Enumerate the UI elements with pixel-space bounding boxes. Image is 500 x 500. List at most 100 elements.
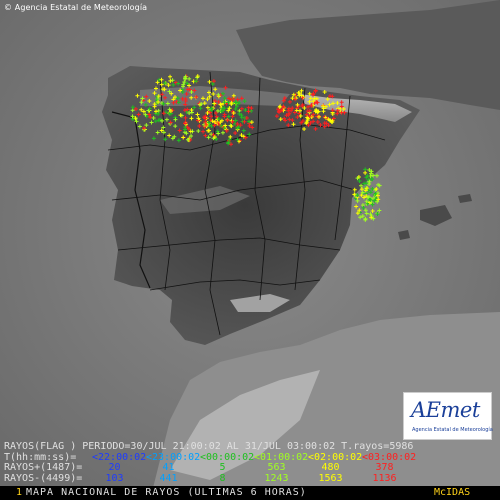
lightning-strike: [361, 205, 366, 210]
lightning-strike: [286, 108, 291, 113]
lightning-strike: [308, 120, 313, 125]
lightning-strike: [212, 101, 217, 106]
lightning-strike: [209, 114, 214, 119]
lightning-strike: [279, 108, 284, 113]
lightning-strike: [130, 105, 135, 110]
lightning-strike: [292, 110, 297, 115]
lightning-strike: [375, 211, 380, 216]
lightning-strike: [216, 92, 221, 97]
lightning-strike: [226, 114, 231, 119]
lightning-strike: [206, 128, 211, 133]
lightning-strike: [144, 94, 149, 99]
lightning-strike: [230, 119, 235, 124]
lightning-strike: [143, 102, 148, 107]
lightning-strike: [360, 190, 365, 195]
lightning-strike: [159, 82, 164, 87]
lightning-strike: [311, 119, 316, 124]
lightning-strike: [141, 109, 146, 114]
lightning-strike: [192, 105, 197, 110]
lightning-strike: [164, 117, 169, 122]
lightning-strike: [206, 120, 211, 125]
lightning-strike: [276, 107, 281, 112]
lightning-strike: [370, 186, 375, 191]
lightning-strike: [246, 109, 251, 114]
lightning-strike: [139, 107, 144, 112]
lightning-strike: [159, 77, 164, 82]
lightning-strike: [368, 212, 373, 217]
lightning-strike: [239, 106, 244, 111]
negative-count-1: 103: [105, 472, 124, 484]
lightning-strike: [173, 80, 178, 85]
lightning-strike: [371, 173, 376, 178]
lightning-strike: [342, 110, 347, 115]
ibiza: [398, 230, 410, 240]
lightning-strike: [183, 127, 188, 132]
lightning-strike: [287, 117, 292, 122]
lightning-strike: [299, 88, 304, 93]
lightning-strike: [283, 118, 288, 123]
lightning-strike: [184, 92, 189, 97]
lightning-strike: [185, 137, 190, 142]
lightning-strike: [278, 117, 283, 122]
lightning-strike: [136, 112, 141, 117]
lightning-strike: [295, 102, 300, 107]
lightning-strike: [181, 82, 186, 87]
frame-number: 1: [16, 487, 23, 498]
lightning-strike: [147, 112, 152, 117]
lightning-strike: [183, 121, 188, 126]
lightning-strike: [152, 104, 157, 109]
lightning-strike: [185, 107, 190, 112]
lightning-strike: [173, 117, 178, 122]
lightning-strike: [330, 94, 335, 99]
lightning-strike: [307, 91, 312, 96]
lightning-strike: [246, 105, 251, 110]
lightning-strike: [185, 87, 190, 92]
lightning-strike: [213, 111, 218, 116]
lightning-strike: [163, 81, 168, 86]
lightning-strike: [297, 111, 302, 116]
atlas-range: [170, 370, 320, 480]
lightning-strike: [205, 97, 210, 102]
lightning-strike: [339, 109, 344, 114]
lightning-strike: [370, 202, 375, 207]
lightning-strike: [366, 177, 371, 182]
lightning-strike: [235, 121, 240, 126]
france-landmass: [236, 0, 500, 110]
lightning-strike: [313, 126, 318, 131]
copyright-watermark: © Agencia Estatal de Meteorología: [4, 3, 148, 12]
time-range-2: <23:00:02: [146, 451, 201, 463]
lightning-strike: [239, 133, 244, 138]
lightning-strike: [357, 210, 362, 215]
lightning-strike: [223, 123, 228, 128]
lightning-strike: [183, 115, 188, 120]
lightning-strike: [216, 116, 221, 121]
lightning-strike: [207, 94, 212, 99]
lightning-strike: [185, 125, 190, 130]
lightning-strike: [163, 95, 168, 100]
lightning-strike: [339, 104, 344, 109]
lightning-strike: [163, 137, 168, 142]
lightning-strike: [363, 217, 368, 222]
positive-count-6: 378: [375, 462, 394, 473]
lightning-strike: [291, 122, 296, 127]
lightning-strike: [231, 96, 236, 101]
lightning-strike: [196, 116, 201, 121]
lightning-strike: [209, 106, 214, 111]
lightning-strike: [189, 89, 194, 94]
lightning-strike: [229, 142, 234, 147]
lightning-strike: [247, 123, 252, 128]
lightning-strike: [149, 120, 154, 125]
lightning-strike: [159, 128, 164, 133]
lightning-strike: [218, 102, 223, 107]
lightning-strike: [222, 96, 227, 101]
lightning-strike: [227, 106, 232, 111]
lightning-strike: [166, 83, 171, 88]
lightning-strike: [183, 97, 188, 102]
lightning-strike: [375, 193, 380, 198]
lightning-strike: [286, 106, 291, 111]
lightning-strike: [247, 132, 252, 137]
negative-count-4: 1243: [264, 472, 289, 484]
lightning-strike: [160, 118, 165, 123]
lightning-strike: [227, 96, 232, 101]
